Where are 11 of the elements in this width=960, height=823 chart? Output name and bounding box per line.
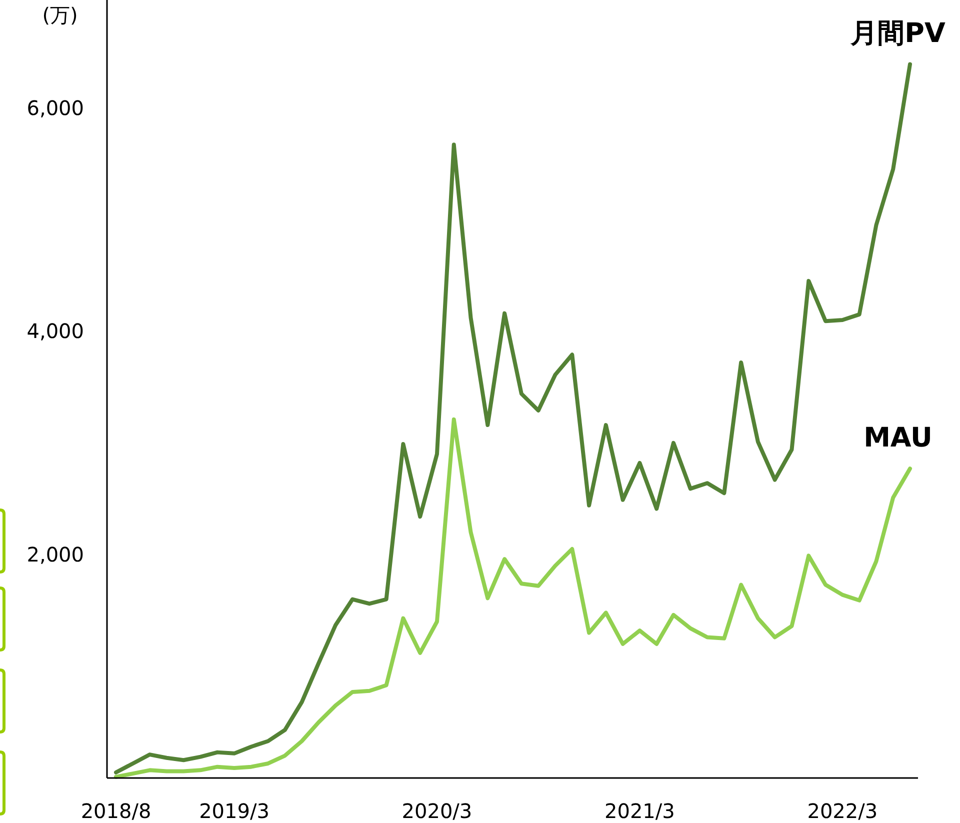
- x-tick-label: 2021/3: [604, 799, 675, 823]
- y-tick-label: 6,000: [26, 96, 84, 120]
- series-label: MAU: [864, 422, 932, 454]
- x-tick-label: 2022/3: [807, 799, 878, 823]
- y-axis-title: (万): [42, 3, 78, 27]
- x-tick-label: 2020/3: [402, 799, 472, 823]
- series-label: 月間PV: [850, 18, 946, 50]
- x-tick-label: 2019/3: [199, 799, 270, 823]
- x-tick-label: 2018/8: [80, 799, 152, 823]
- y-tick-label: 4,000: [26, 319, 84, 344]
- y-tick-label: 2,000: [26, 542, 84, 567]
